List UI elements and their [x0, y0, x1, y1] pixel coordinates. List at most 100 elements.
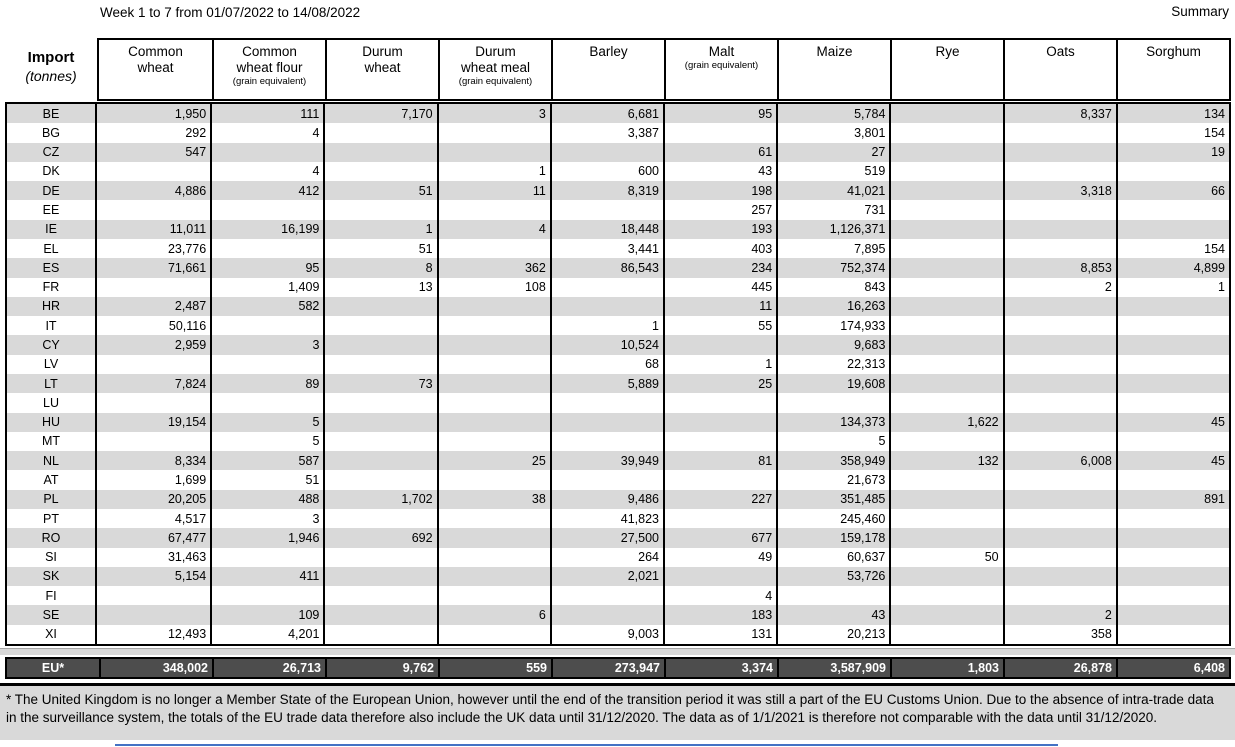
value-cell [1115, 605, 1229, 625]
value-cell [323, 451, 436, 471]
value-cell: 60,637 [776, 547, 889, 567]
total-row-spacer [0, 648, 1235, 655]
country-code: IE [7, 219, 95, 239]
column-header: Durum wheat meal (grain equivalent) [438, 40, 551, 99]
value-cell: 891 [1115, 489, 1229, 509]
table-row: 4,517 3 41,823 245,460 [97, 509, 1229, 529]
value-cell: 4,886 [174, 183, 207, 198]
value-cell: 8,334 [174, 453, 207, 468]
table-row: 67,477 1,946 692 27,500 677 159,178 [97, 528, 1229, 548]
value-cell [1002, 470, 1116, 490]
value-cell: 21,673 [776, 470, 889, 490]
value-cell [889, 605, 1002, 625]
value-cell: 8,337 [1002, 104, 1116, 124]
value-cell [662, 566, 776, 587]
value-cell [97, 605, 210, 624]
report-title: Week 1 to 7 from 01/07/2022 to 14/08/202… [100, 5, 361, 20]
eu-total-value: 559 [438, 659, 551, 677]
country-code: XI [7, 624, 95, 644]
value-cell: 3,801 [776, 123, 889, 143]
value-cell [97, 586, 210, 605]
value-cell: 677 [662, 528, 776, 548]
value-cell: 7,170 [323, 104, 436, 124]
value-cell [889, 586, 1002, 606]
value-cell [97, 200, 210, 219]
value-cell: 3 [210, 509, 323, 529]
value-cell: 61 [662, 142, 776, 162]
value-cell [323, 586, 436, 606]
value-cell [662, 412, 776, 432]
value-cell: 132 [889, 451, 1002, 471]
country-code: SI [7, 547, 95, 567]
value-cell [436, 239, 550, 259]
value-cell [1002, 335, 1116, 355]
value-cell [323, 393, 436, 413]
eu-total-value: 273,947 [551, 659, 664, 677]
value-cell: 8 [323, 258, 436, 278]
value-cell: 6 [436, 605, 550, 625]
value-cell: 3,387 [549, 123, 663, 143]
value-cell [776, 586, 889, 606]
value-cell: 1 [323, 219, 436, 239]
value-cell: 9,486 [549, 489, 663, 509]
country-code: LV [7, 354, 95, 374]
value-cell: 1,622 [889, 412, 1002, 432]
value-cell [323, 547, 436, 567]
value-cell: 411 [210, 566, 323, 587]
value-cell: 18,448 [549, 219, 663, 239]
country-code: LT [7, 374, 95, 394]
value-cell: 7,895 [776, 239, 889, 259]
value-cell: 50,116 [168, 318, 207, 333]
country-code: RO [7, 528, 95, 548]
value-cell: 20,205 [167, 492, 207, 507]
value-cell: 174,933 [776, 316, 889, 336]
value-cell: 4 [210, 161, 323, 182]
value-cell [436, 316, 550, 336]
value-cell [210, 354, 323, 374]
value-cell [1002, 547, 1116, 567]
table-row: 4,886 412 51 11 8,319 198 41,021 3,318 66 [97, 181, 1229, 201]
value-cell: 43 [776, 605, 889, 625]
value-cell: 519 [776, 161, 889, 182]
value-cell: 45 [1115, 451, 1229, 471]
value-cell: 2,959 [174, 338, 207, 353]
value-cell: 81 [662, 451, 776, 471]
value-cell: 9,683 [776, 335, 889, 355]
value-cell: 134 [1115, 104, 1229, 124]
value-cell [549, 470, 663, 490]
value-cell: 2 [1002, 605, 1116, 625]
value-cell [210, 393, 323, 413]
value-cell: 25 [662, 374, 776, 394]
value-cell [1002, 412, 1116, 432]
value-cell [1115, 470, 1229, 490]
value-cell: 264 [549, 547, 663, 567]
value-cell: 131 [662, 624, 776, 644]
value-cell: 73 [323, 374, 436, 394]
value-cell: 843 [776, 277, 889, 297]
table-row: 1,409 13 108 445 843 2 1 [97, 277, 1229, 297]
value-cell [1002, 509, 1116, 529]
eu-total-value: 1,803 [890, 659, 1003, 677]
value-cell: 1 [549, 316, 663, 336]
value-cell: 4,517 [174, 511, 207, 526]
value-cell: 20,213 [776, 624, 889, 644]
value-cell: 67,477 [167, 530, 207, 545]
value-cell [889, 296, 1002, 317]
value-cell [1115, 316, 1229, 336]
value-cell: 412 [210, 181, 323, 201]
value-cell [1002, 123, 1116, 143]
value-cell: 39,949 [549, 451, 663, 471]
value-cell [889, 104, 1002, 124]
value-cell: 38 [436, 489, 550, 509]
value-cell: 11 [436, 181, 550, 201]
country-code: SE [7, 605, 95, 625]
import-unit-label: (tonnes) [25, 67, 77, 84]
value-cell: 89 [210, 374, 323, 394]
table-row: 257 731 [97, 200, 1229, 220]
value-cell [436, 142, 550, 162]
table-row: 4 1 600 43 519 [97, 161, 1229, 182]
value-cell: 109 [210, 605, 323, 625]
country-code: DK [7, 161, 95, 182]
value-cell: 488 [210, 489, 323, 509]
